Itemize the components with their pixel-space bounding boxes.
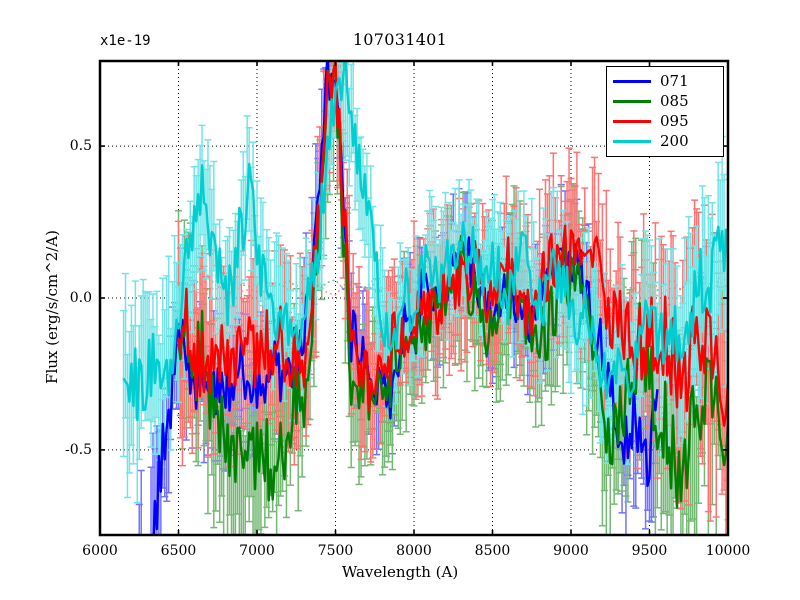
x-tick-label: 10000 (705, 543, 751, 559)
x-tick-label: 6000 (82, 543, 118, 559)
y-axis-offset-label: x1e-19 (100, 33, 151, 49)
ticks (99, 61, 729, 535)
x-tick-label: 7500 (317, 543, 354, 559)
series-group (120, 61, 728, 535)
y-axis-title: Flux (erg/s/cm^2/A) (43, 230, 61, 384)
x-tick-label: 8000 (396, 543, 432, 559)
legend-item-085[interactable]: 085 (613, 91, 717, 111)
x-tick-label: 9000 (553, 543, 589, 559)
legend-swatch-071 (613, 79, 651, 83)
x-tick-label: 9500 (631, 543, 668, 559)
x-tick-label: 6500 (160, 543, 197, 559)
series-line-200 (122, 61, 728, 422)
legend-label-071: 071 (660, 72, 689, 90)
legend: 071 085 095 200 (606, 66, 724, 157)
y-tick-label: 0.0 (69, 290, 92, 306)
x-tick-label: 7000 (239, 543, 275, 559)
legend-item-095[interactable]: 095 (613, 111, 717, 131)
series-line-095 (177, 61, 728, 427)
legend-item-071[interactable]: 071 (613, 71, 717, 91)
y-tick-label: 0.5 (69, 138, 92, 155)
legend-swatch-085 (613, 99, 651, 103)
x-axis-title: Wavelength (A) (341, 563, 459, 581)
legend-swatch-095 (613, 119, 651, 123)
legend-label-095: 095 (660, 112, 689, 130)
figure-title: 107031401 (352, 30, 448, 49)
legend-label-200: 200 (660, 132, 689, 150)
legend-item-200[interactable]: 200 (613, 131, 717, 151)
x-tick-label: 8500 (474, 543, 511, 559)
y-tick-label: -0.5 (65, 441, 92, 458)
legend-label-085: 085 (660, 92, 689, 110)
legend-swatch-200 (613, 139, 651, 143)
